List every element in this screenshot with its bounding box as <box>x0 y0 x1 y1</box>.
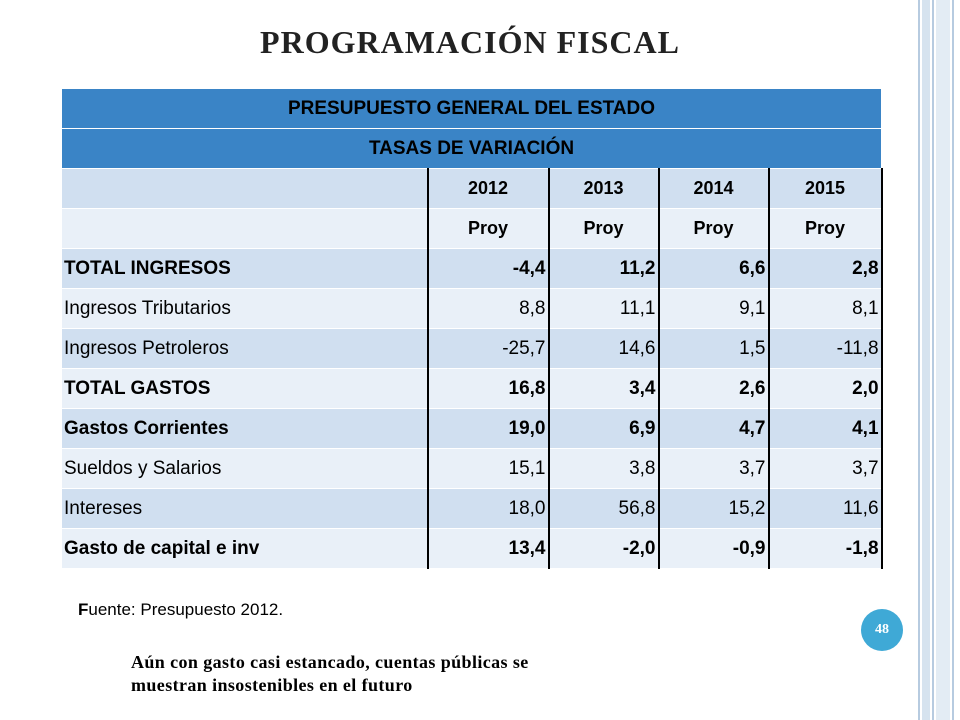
year-cell: 2015 <box>767 168 883 209</box>
value-cell: 2,0 <box>767 368 883 409</box>
value-cell: 13,4 <box>427 528 550 569</box>
table-row: Gasto de capital e inv 13,4 -2,0 -0,9 -1… <box>61 528 883 569</box>
value-cell: 8,8 <box>427 288 550 329</box>
row-label: Gastos Corrientes <box>61 408 429 449</box>
source-prefix: F <box>78 600 89 619</box>
value-cell: 9,1 <box>658 288 770 329</box>
value-cell: 14,6 <box>548 328 660 369</box>
budget-table: PRESUPUESTO GENERAL DEL ESTADO TASAS DE … <box>60 88 883 569</box>
border-stripe <box>922 0 930 720</box>
table-row: Sueldos y Salarios 15,1 3,8 3,7 3,7 <box>61 448 883 489</box>
value-cell: 16,8 <box>427 368 550 409</box>
value-cell: 3,7 <box>767 448 883 489</box>
value-cell: -4,4 <box>427 248 550 289</box>
value-cell: 15,1 <box>427 448 550 489</box>
value-cell: 8,1 <box>767 288 883 329</box>
proy-cell: Proy <box>427 208 550 249</box>
row-label: TOTAL INGRESOS <box>61 248 429 289</box>
table-subtitle: TASAS DE VARIACIÓN <box>60 128 883 169</box>
value-cell: 4,7 <box>658 408 770 449</box>
value-cell: 3,7 <box>658 448 770 489</box>
value-cell: 18,0 <box>427 488 550 529</box>
proy-cell: Proy <box>767 208 883 249</box>
value-cell: 6,6 <box>658 248 770 289</box>
note-line: muestran insostenibles en el futuro <box>131 675 413 695</box>
year-cell: 2014 <box>658 168 770 209</box>
proy-row: Proy Proy Proy Proy <box>61 208 883 249</box>
empty-cell <box>61 208 429 249</box>
value-cell: -11,8 <box>767 328 883 369</box>
row-label: Sueldos y Salarios <box>61 448 429 489</box>
table-row: Ingresos Tributarios 8,8 11,1 9,1 8,1 <box>61 288 883 329</box>
value-cell: 6,9 <box>548 408 660 449</box>
value-cell: -25,7 <box>427 328 550 369</box>
border-stripe <box>918 0 920 720</box>
value-cell: 3,8 <box>548 448 660 489</box>
page-number-badge: 48 <box>861 609 903 651</box>
proy-cell: Proy <box>658 208 770 249</box>
value-cell: 4,1 <box>767 408 883 449</box>
table-title: PRESUPUESTO GENERAL DEL ESTADO <box>60 88 883 129</box>
table-row: Intereses 18,0 56,8 15,2 11,6 <box>61 488 883 529</box>
value-cell: -1,8 <box>767 528 883 569</box>
value-cell: 11,6 <box>767 488 883 529</box>
border-stripe <box>932 0 934 720</box>
value-cell: 1,5 <box>658 328 770 369</box>
row-label: TOTAL GASTOS <box>61 368 429 409</box>
row-label: Ingresos Petroleros <box>61 328 429 369</box>
value-cell: 15,2 <box>658 488 770 529</box>
proy-cell: Proy <box>548 208 660 249</box>
source-text: uente: Presupuesto 2012. <box>88 600 284 619</box>
slide-title: PROGRAMACIÓN FISCAL <box>260 24 680 60</box>
border-stripe <box>936 0 950 720</box>
table-header-row: PRESUPUESTO GENERAL DEL ESTADO <box>60 88 883 129</box>
table-subheader-row: TASAS DE VARIACIÓN <box>60 128 883 169</box>
row-label: Gasto de capital e inv <box>61 528 429 569</box>
row-label: Ingresos Tributarios <box>61 288 429 329</box>
source-note: Fuente: Presupuesto 2012. <box>78 600 283 620</box>
year-cell: 2013 <box>548 168 660 209</box>
table-row: Ingresos Petroleros -25,7 14,6 1,5 -11,8 <box>61 328 883 369</box>
value-cell: -0,9 <box>658 528 770 569</box>
table-row: Gastos Corrientes 19,0 6,9 4,7 4,1 <box>61 408 883 449</box>
table-row: TOTAL GASTOS 16,8 3,4 2,6 2,0 <box>61 368 883 409</box>
value-cell: -2,0 <box>548 528 660 569</box>
value-cell: 2,8 <box>767 248 883 289</box>
note-line: Aún con gasto casi estancado, cuentas pú… <box>131 652 529 672</box>
conclusion-note: Aún con gasto casi estancado, cuentas pú… <box>131 651 831 697</box>
row-label: Intereses <box>61 488 429 529</box>
value-cell: 56,8 <box>548 488 660 529</box>
table-row: TOTAL INGRESOS -4,4 11,2 6,6 2,8 <box>61 248 883 289</box>
value-cell: 2,6 <box>658 368 770 409</box>
year-cell: 2012 <box>427 168 550 209</box>
value-cell: 19,0 <box>427 408 550 449</box>
years-row: 2012 2013 2014 2015 <box>61 168 883 209</box>
border-stripe <box>952 0 954 720</box>
empty-cell <box>61 168 429 209</box>
value-cell: 3,4 <box>548 368 660 409</box>
value-cell: 11,1 <box>548 288 660 329</box>
value-cell: 11,2 <box>548 248 660 289</box>
